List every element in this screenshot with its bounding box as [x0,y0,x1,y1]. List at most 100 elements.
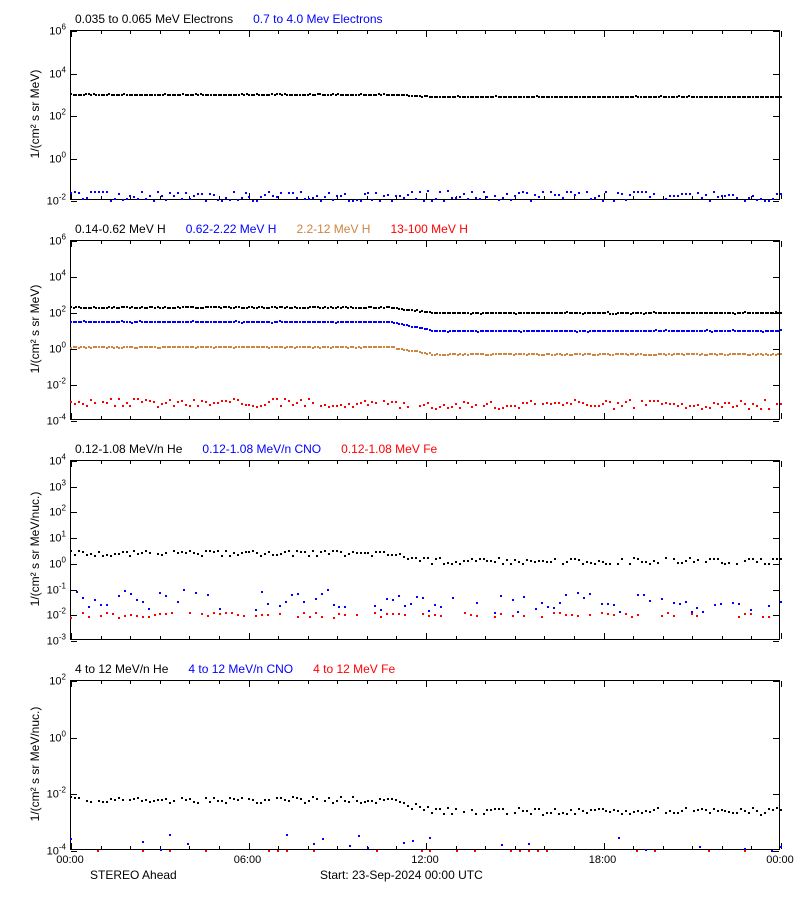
y-tick-label: 106 [49,233,66,248]
y-tick-mark [773,159,779,160]
x-minor-tick [308,241,309,244]
data-point [141,191,143,193]
data-point [197,553,199,555]
data-point [145,399,147,401]
x-minor-tick [130,846,131,849]
data-point [94,402,96,404]
data-point [702,611,704,613]
data-point [577,592,579,594]
data-point [471,558,473,560]
data-point [124,590,126,592]
x-minor-tick [456,31,457,34]
data-point [522,402,524,404]
data-point [412,840,414,842]
x-minor-tick [396,31,397,34]
data-point [374,605,376,607]
y-tick-label: 10-2 [47,193,66,208]
x-minor-tick [751,846,752,849]
data-point [439,191,441,193]
y-tick-mark [773,538,779,539]
data-point [312,402,314,404]
data-point [102,555,104,557]
data-point [613,408,615,410]
data-point [380,609,382,611]
x-minor-tick [189,846,190,849]
data-point [643,594,645,596]
data-point [193,195,195,197]
data-point [736,405,738,407]
data-point [264,553,266,555]
data-point [701,408,703,410]
y-tick-mark [71,641,77,642]
data-point [657,400,659,402]
data-point [738,616,740,618]
data-point [403,197,405,199]
data-point [189,550,191,552]
data-point [118,617,120,619]
data-point [669,403,671,405]
x-minor-tick [219,846,220,849]
y-tick-mark [71,74,77,75]
data-point [320,200,322,202]
data-point [165,199,167,201]
data-point [518,807,520,809]
data-point [649,400,651,402]
data-point [776,558,778,560]
data-point [233,798,235,800]
data-point [583,597,585,599]
data-point [431,407,433,409]
x-minor-tick [278,636,279,639]
data-point [586,561,588,563]
data-point [284,398,286,400]
data-point [344,614,346,616]
data-point [336,800,338,802]
data-point [440,615,442,617]
data-point [185,192,187,194]
data-point [629,194,631,196]
data-point [435,408,437,410]
data-point [142,601,144,603]
data-point [348,403,350,405]
data-point [358,835,360,837]
data-point [665,402,667,404]
data-point [313,843,315,845]
data-point [332,199,334,201]
plot-area [70,680,780,850]
data-point [589,614,591,616]
x-minor-tick [633,196,634,199]
data-point [407,805,409,807]
data-point [70,838,72,840]
data-point [419,191,421,193]
data-point [352,796,354,798]
y-tick-mark [71,738,77,739]
data-point [764,399,766,401]
data-point [165,798,167,800]
data-point [637,614,639,616]
y-tick-label: 104 [49,65,66,80]
data-point [558,402,560,404]
data-point [177,401,179,403]
x-minor-tick [663,461,664,464]
data-point [419,405,421,407]
y-axis-label: 1/(cm² s sr MeV) [28,29,42,199]
x-minor-tick [219,31,220,34]
data-point [217,550,219,552]
data-point [452,597,454,599]
data-point [455,808,457,810]
x-minor-tick [101,846,102,849]
x-minor-tick [692,241,693,244]
data-point [245,404,247,406]
data-point [201,193,203,195]
data-point [379,551,381,553]
data-point [304,551,306,553]
data-point [562,197,564,199]
data-point [724,195,726,197]
data-point [376,850,378,852]
data-point [752,807,754,809]
data-point [558,194,560,196]
x-minor-tick [515,636,516,639]
y-tick-mark [773,590,779,591]
data-point [387,798,389,800]
data-point [665,557,667,559]
legend-item: 0.12-1.08 MeV Fe [341,442,437,456]
